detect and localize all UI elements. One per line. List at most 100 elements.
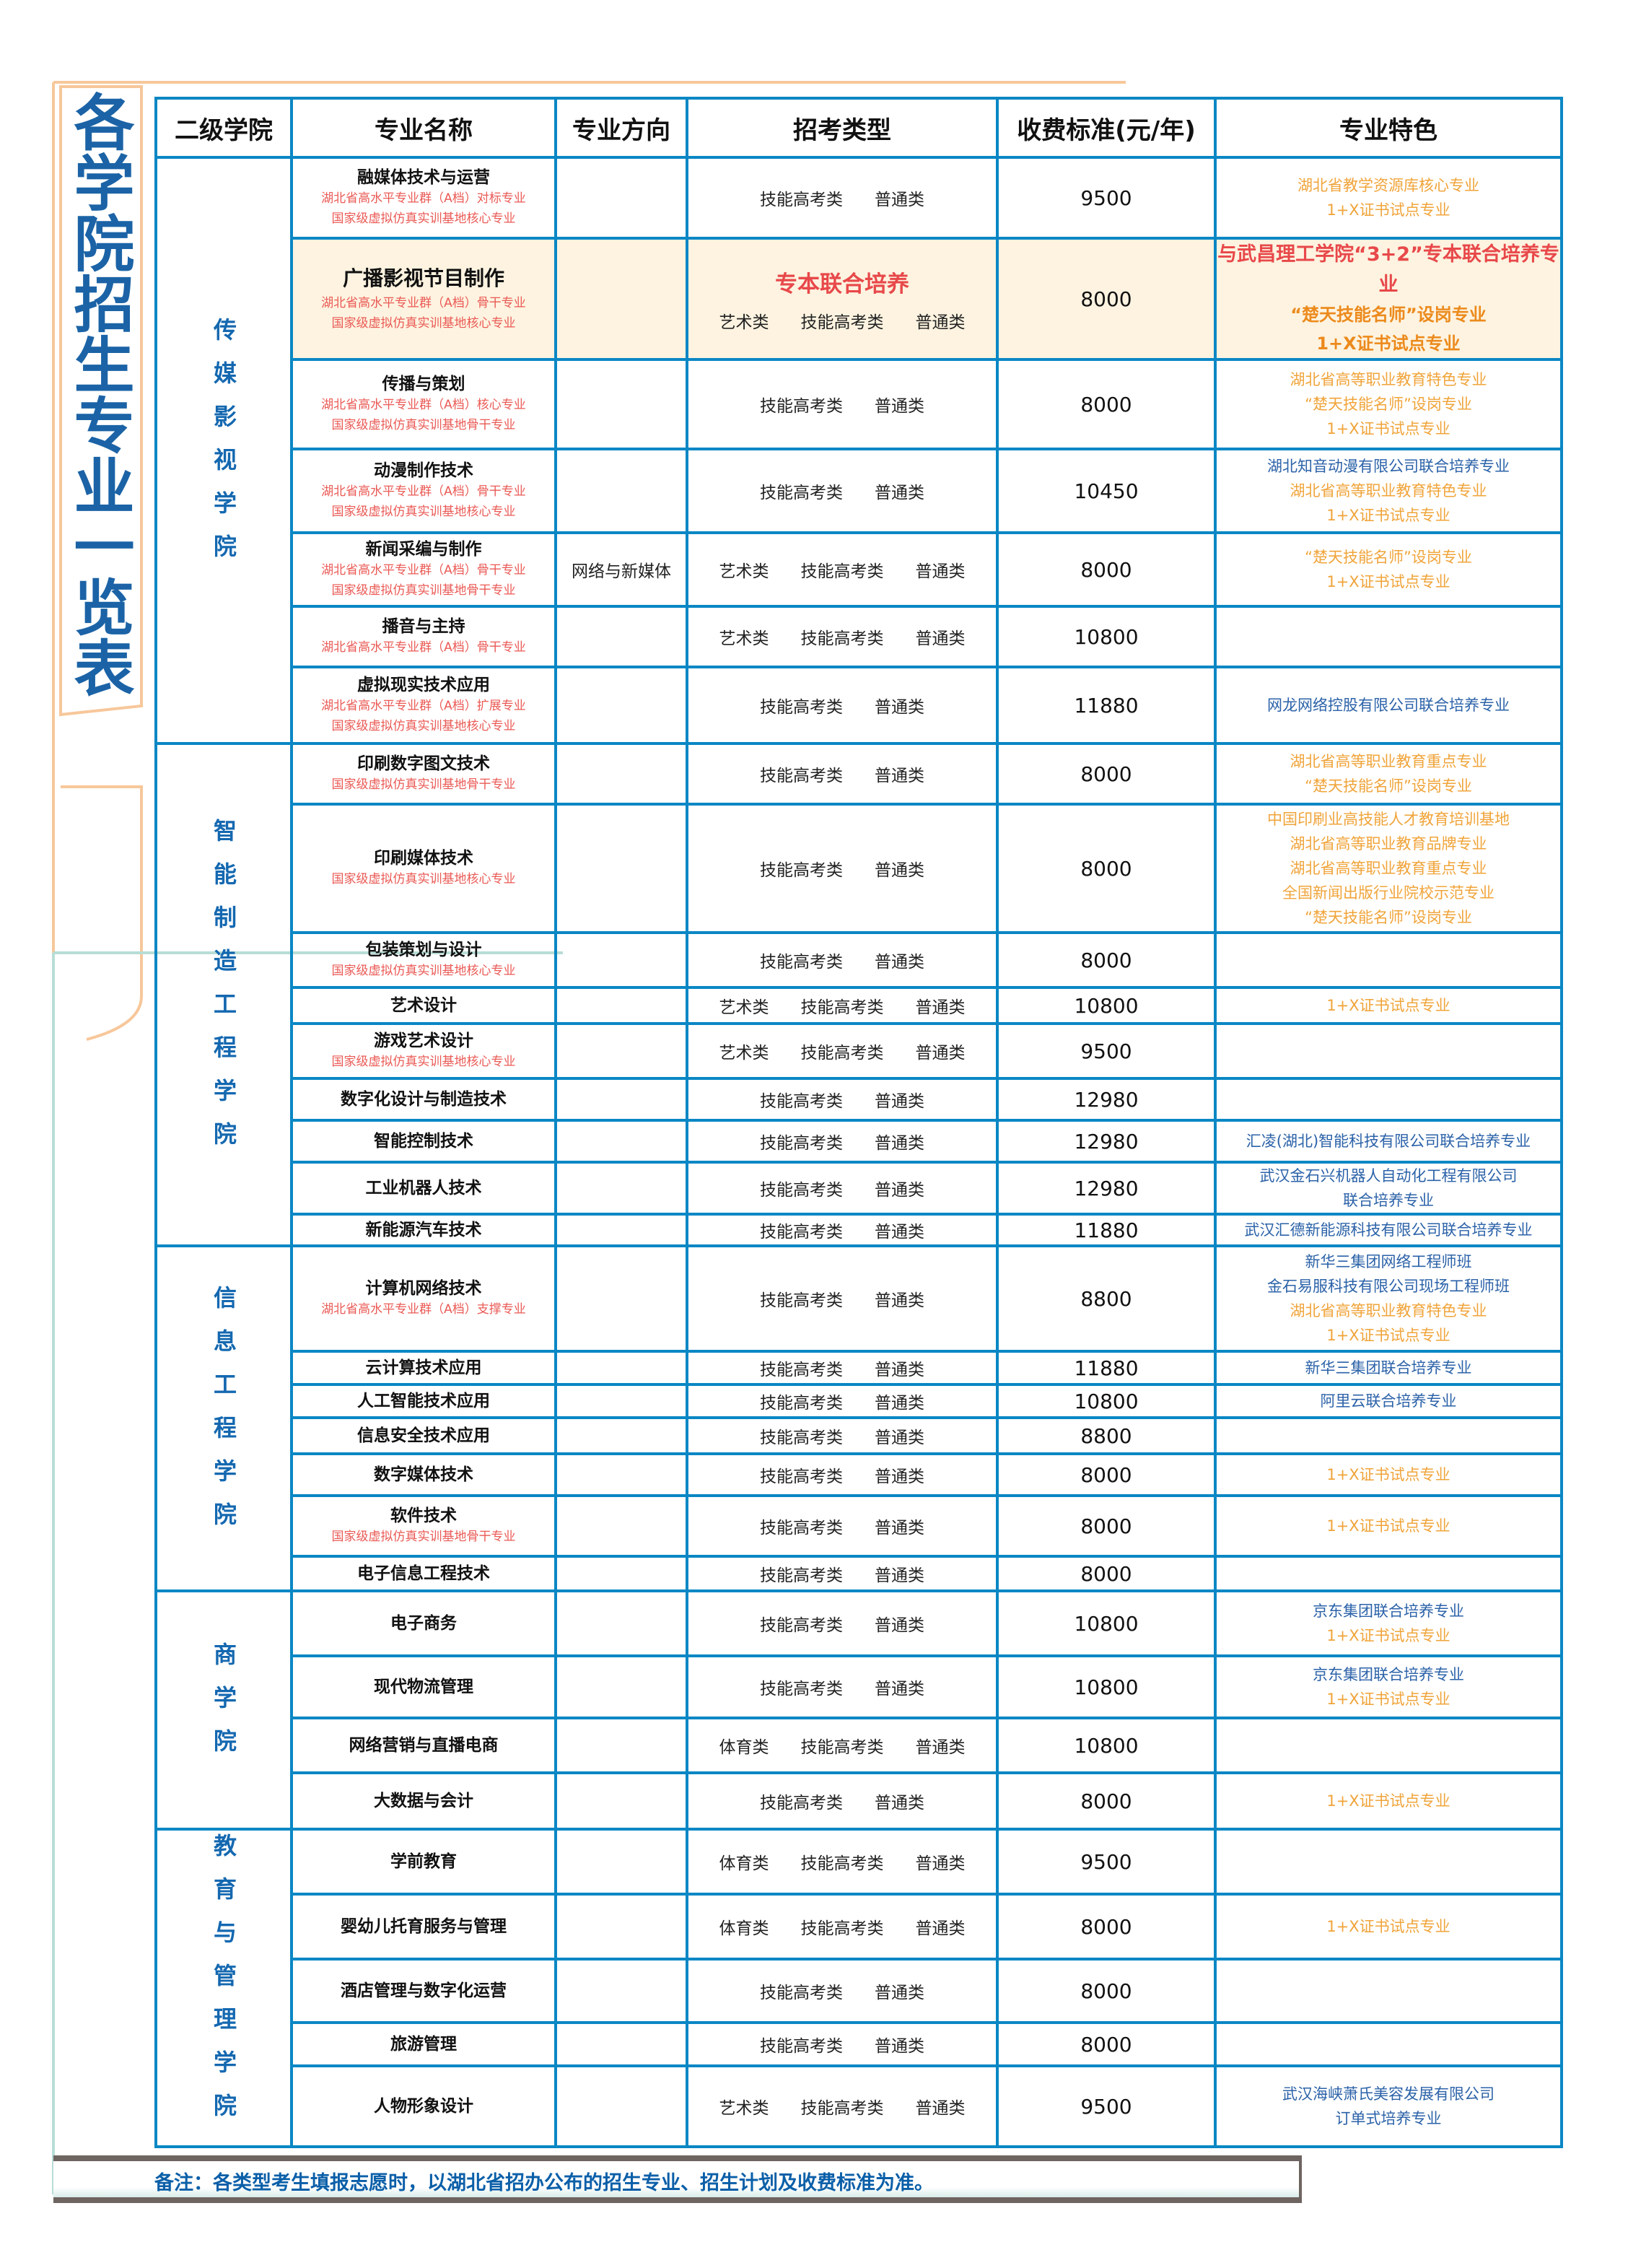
table-row: 艺术设计 艺术类 技能高考类 普通类 10800 1+X证书试点专业 bbox=[156, 986, 1563, 1025]
table-row: 信息工程学院 计算机网络技术 湖北省高水平专业群（A档）支撑专业 技能高考类 普通类 88… bbox=[154, 1244, 1563, 1592]
feature-line: 1+X证书试点专业 bbox=[1326, 1327, 1450, 1344]
feature-line: 金石易服科技有限公司现场工程师班 bbox=[1267, 1278, 1510, 1295]
table-header: 二级学院 专业名称 专业方向 招考类型 收费标准(元/年) 专业特色 bbox=[154, 97, 1563, 159]
major-cell: 艺术设计 bbox=[290, 986, 557, 1025]
features-cell: 湖北知音动漫有限公司联合培养专业 湖北省高等职业教育特色专业 1+X证书试点专业 bbox=[1214, 448, 1563, 534]
exam-type: 普通类 bbox=[875, 1984, 924, 2002]
major-cell: 动漫制作技术 湖北省高水平专业群（A档）骨干专业 国家级虚拟仿真实训基地核心专业 bbox=[290, 448, 557, 534]
exam-type-list: 技能高考类 普通类 bbox=[690, 1561, 994, 1586]
exam-type-cell: 技能高考类 普通类 bbox=[686, 1416, 999, 1455]
header-major: 专业名称 bbox=[290, 97, 557, 159]
feature-line: 湖北省高等职业教育重点专业 bbox=[1290, 753, 1487, 770]
direction-cell bbox=[554, 2021, 688, 2067]
exam-type-list: 技能高考类 普通类 bbox=[690, 1789, 994, 1813]
major-name: 游戏艺术设计 bbox=[374, 1031, 473, 1050]
features-cell: 1+X证书试点专业 bbox=[1214, 1771, 1563, 1831]
fee-cell: 11880 bbox=[996, 1350, 1217, 1386]
exam-type-cell: 技能高考类 普通类 bbox=[686, 1077, 999, 1122]
direction-cell bbox=[554, 156, 688, 240]
exam-type: 技能高考类 bbox=[800, 629, 884, 648]
major-cell: 电子商务 bbox=[290, 1589, 557, 1657]
features-cell: 阿里云联合培养专业 bbox=[1214, 1383, 1563, 1419]
feature-line: 1+X证书试点专业 bbox=[1326, 1627, 1450, 1644]
fee-cell: 8000 bbox=[996, 237, 1217, 361]
features-cell: 新华三集团联合培养专业 bbox=[1214, 1350, 1563, 1386]
exam-type: 技能高考类 bbox=[800, 1919, 884, 1938]
fee-cell: 8000 bbox=[996, 803, 1217, 934]
exam-type-list: 技能高考类 普通类 bbox=[690, 1462, 994, 1487]
exam-type: 体育类 bbox=[719, 1738, 769, 1757]
features-cell bbox=[1214, 1555, 1563, 1592]
feature-line: 1+X证书试点专业 bbox=[1326, 1466, 1450, 1483]
exam-type: 技能高考类 bbox=[760, 1291, 843, 1310]
major-cell: 旅游管理 bbox=[290, 2021, 557, 2067]
fee-cell: 8800 bbox=[996, 1244, 1217, 1353]
major-cell: 云计算技术应用 bbox=[290, 1350, 557, 1386]
feature-line: 1+X证书试点专业 bbox=[1326, 573, 1450, 590]
major-honor: 湖北省高水平专业群（A档）核心专业 bbox=[321, 398, 526, 412]
feature-line: 中国印刷业高技能人才教育培训基地 bbox=[1267, 811, 1510, 828]
table-row: 数字化设计与制造技术 技能高考类 普通类 12980 bbox=[156, 1077, 1563, 1122]
feature-line: 1+X证书试点专业 bbox=[1326, 420, 1450, 437]
exam-type-list: 艺术类 技能高考类 普通类 bbox=[690, 308, 994, 333]
exam-type-cell: 技能高考类 普通类 bbox=[686, 2021, 999, 2067]
direction-cell bbox=[554, 1383, 688, 1419]
fee-cell: 8000 bbox=[996, 531, 1217, 608]
exam-type-list: 体育类 技能高考类 普通类 bbox=[690, 1914, 994, 1939]
exam-type: 体育类 bbox=[719, 1919, 769, 1938]
exam-type-cell: 艺术类 技能高考类 普通类 bbox=[686, 605, 999, 668]
major-cell: 人工智能技术应用 bbox=[290, 1383, 557, 1419]
college-cell: 商学院 bbox=[154, 1589, 293, 1831]
major-honor: 国家级虚拟仿真实训基地核心专业 bbox=[331, 505, 516, 519]
exam-type-list: 技能高考类 普通类 bbox=[690, 856, 994, 881]
features-cell bbox=[1214, 1416, 1563, 1455]
exam-type-cell: 技能高考类 普通类 bbox=[686, 1244, 999, 1353]
direction-cell bbox=[554, 448, 688, 534]
major-name: 人工智能技术应用 bbox=[357, 1392, 490, 1410]
exam-type: 体育类 bbox=[719, 1854, 769, 1873]
exam-type: 技能高考类 bbox=[760, 1394, 843, 1413]
feature-line: 湖北省高等职业教育特色专业 bbox=[1290, 371, 1487, 388]
major-honor: 湖北省高水平专业群（A档）骨干专业 bbox=[321, 563, 526, 577]
features-cell bbox=[1214, 2021, 1563, 2067]
fee-cell: 8800 bbox=[996, 1416, 1217, 1455]
exam-type-list: 艺术类 技能高考类 普通类 bbox=[690, 2094, 994, 2119]
major-cell: 虚拟现实技术应用 湖北省高水平专业群（A档）扩展专业 国家级虚拟仿真实训基地核心专业 bbox=[290, 666, 557, 745]
exam-type: 普通类 bbox=[875, 1291, 924, 1310]
features-cell: 湖北省高等职业教育重点专业 “楚天技能名师”设岗专业 bbox=[1214, 742, 1563, 806]
major-cell: 新闻采编与制作 湖北省高水平专业群（A档）骨干专业 国家级虚拟仿真实训基地骨干专业 bbox=[290, 531, 557, 608]
direction-cell bbox=[554, 1416, 688, 1455]
features-cell bbox=[1214, 1958, 1563, 2024]
features-cell: 武汉金石兴机器人自动化工程有限公司 联合培养专业 bbox=[1214, 1161, 1563, 1216]
major-cell: 婴幼儿托育服务与管理 bbox=[290, 1893, 557, 1960]
exam-type-cell: 专本联合培养艺术类 技能高考类 普通类 bbox=[686, 237, 999, 361]
table-row: 游戏艺术设计 国家级虚拟仿真实训基地核心专业 艺术类 技能高考类 普通类 9500 bbox=[156, 1022, 1563, 1080]
table-row: 印刷媒体技术 国家级虚拟仿真实训基地核心专业 技能高考类 普通类 8000 中国印刷业高技… bbox=[156, 803, 1563, 934]
major-name: 电子信息工程技术 bbox=[357, 1564, 490, 1583]
fee-cell: 10800 bbox=[996, 986, 1217, 1025]
exam-type: 普通类 bbox=[875, 1467, 924, 1486]
exam-type: 普通类 bbox=[875, 1616, 924, 1635]
joint-training-label: 专本联合培养 bbox=[775, 271, 909, 297]
fee-cell: 9500 bbox=[996, 1022, 1217, 1080]
exam-type: 普通类 bbox=[915, 562, 966, 581]
major-name: 信息安全技术应用 bbox=[357, 1426, 490, 1445]
exam-type: 技能高考类 bbox=[800, 1044, 884, 1063]
exam-type-cell: 技能高考类 普通类 bbox=[686, 1589, 999, 1657]
fee-cell: 8000 bbox=[996, 1555, 1217, 1592]
feature-line: 阿里云联合培养专业 bbox=[1320, 1392, 1457, 1410]
fee-cell: 12980 bbox=[996, 1161, 1217, 1216]
major-honor: 国家级虚拟仿真实训基地骨干专业 bbox=[331, 1530, 516, 1544]
major-name: 人物形象设计 bbox=[374, 2097, 473, 2116]
major-name: 旅游管理 bbox=[390, 2035, 457, 2054]
exam-type: 普通类 bbox=[875, 1181, 924, 1200]
exam-type: 技能高考类 bbox=[760, 1181, 843, 1200]
feature-line: 1+X证书试点专业 bbox=[1326, 1691, 1450, 1708]
table-row: 电子信息工程技术 技能高考类 普通类 8000 bbox=[156, 1555, 1563, 1592]
exam-type-cell: 技能高考类 普通类 bbox=[686, 1350, 999, 1386]
major-name: 虚拟现实技术应用 bbox=[357, 676, 490, 694]
major-honor: 国家级虚拟仿真实训基地核心专业 bbox=[331, 964, 516, 978]
major-name: 数字媒体技术 bbox=[374, 1465, 473, 1484]
header-fee: 收费标准(元/年) bbox=[996, 97, 1217, 159]
direction-cell bbox=[554, 742, 688, 806]
